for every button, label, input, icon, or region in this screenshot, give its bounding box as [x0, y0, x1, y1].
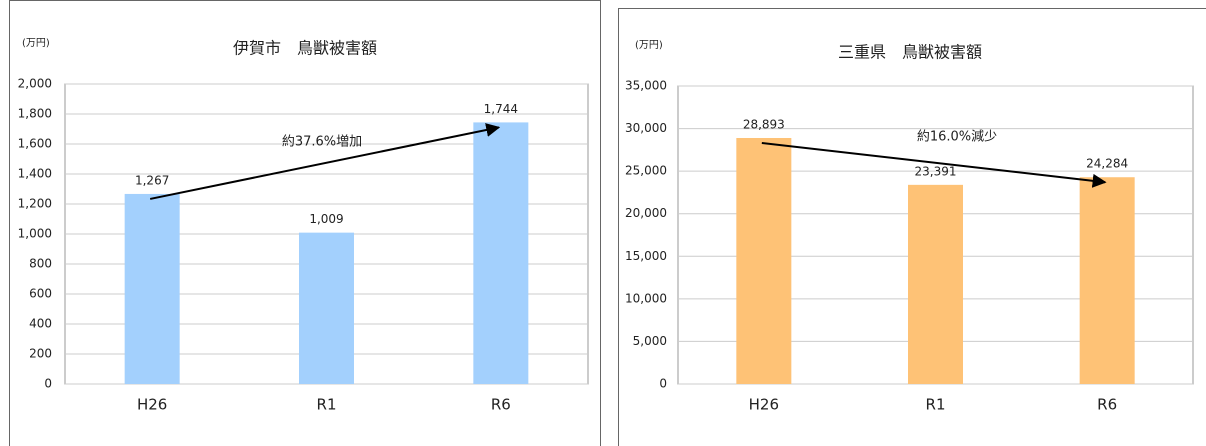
bar	[473, 122, 529, 385]
x-tick-label: R1	[317, 396, 337, 414]
y-tick-label: 1,000	[18, 227, 52, 241]
x-tick-label: R6	[1097, 396, 1117, 414]
x-tick-label: R6	[491, 396, 511, 414]
bar	[1079, 177, 1135, 384]
y-tick-label: 200	[29, 347, 52, 361]
trend-arrow	[149, 123, 501, 200]
chart-title: 伊賀市 鳥獣被害額	[233, 39, 377, 58]
annotation: 約16.0%減少	[917, 129, 997, 145]
y-tick-label: 1,800	[18, 107, 52, 121]
trend-arrow	[761, 142, 1107, 188]
value-label: 1,267	[135, 173, 169, 187]
y-tick-label: 30,000	[625, 121, 667, 135]
y-tick-label: 10,000	[625, 291, 667, 305]
value-label: 28,893	[743, 117, 785, 131]
x-tick-label: R1	[926, 396, 946, 414]
x-tick-label: H26	[749, 396, 779, 414]
bar	[124, 193, 180, 384]
y-tick-label: 5,000	[633, 334, 667, 348]
value-label: 1,009	[309, 212, 343, 226]
y-tick-label: 1,200	[18, 197, 52, 211]
y-tick-label: 1,400	[18, 167, 52, 181]
unit-label: (万円)	[635, 40, 663, 51]
value-label: 24,284	[1086, 157, 1128, 171]
panel-frame	[618, 8, 1206, 446]
y-tick-label: 600	[29, 287, 52, 301]
panel-frame	[9, 0, 601, 446]
y-tick-label: 800	[29, 257, 52, 271]
y-tick-label: 15,000	[625, 249, 667, 263]
y-tick-label: 35,000	[625, 79, 667, 93]
y-tick-label: 25,000	[625, 164, 667, 178]
y-tick-label: 0	[659, 377, 667, 391]
y-tick-label: 20,000	[625, 206, 667, 220]
value-label: 23,391	[915, 164, 957, 178]
unit-label: (万円)	[22, 38, 50, 49]
y-tick-label: 2,000	[18, 77, 52, 91]
chart-title: 三重県 鳥獣被害額	[838, 43, 982, 62]
bar	[908, 184, 963, 384]
annotation: 約37.6%増加	[282, 135, 362, 150]
x-tick-label: H26	[137, 396, 167, 414]
y-tick-label: 0	[44, 377, 52, 391]
bar	[299, 232, 354, 384]
value-label: 1,744	[484, 102, 518, 116]
y-tick-label: 1,600	[18, 137, 52, 151]
y-tick-label: 400	[29, 317, 52, 331]
bar	[736, 137, 792, 384]
